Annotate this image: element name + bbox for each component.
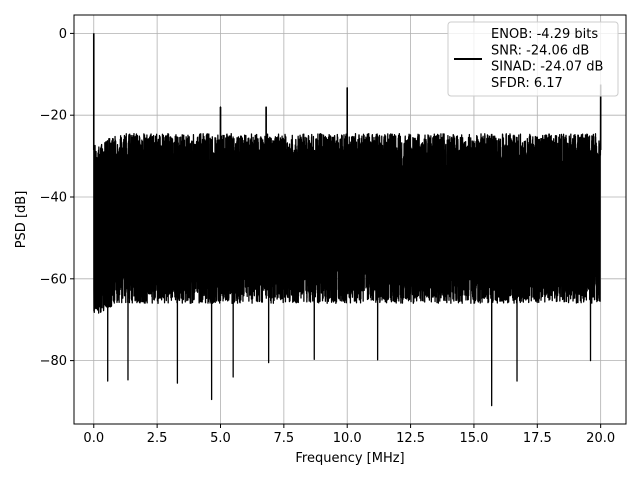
x-tick-label: 5.0 <box>210 431 231 446</box>
plot-area <box>92 33 602 407</box>
y-axis-label: PSD [dB] <box>14 191 29 249</box>
legend-sinad: SINAD: -24.07 dB <box>491 60 603 75</box>
y-tick-label: 0 <box>59 27 67 42</box>
legend: ENOB: -4.29 bits SNR: -24.06 dB SINAD: -… <box>447 21 619 97</box>
x-tick-label: 2.5 <box>147 431 168 446</box>
y-tick-label: −20 <box>40 109 67 124</box>
x-axis-label: Frequency [MHz] <box>295 451 404 466</box>
legend-snr: SNR: -24.06 dB <box>491 43 589 58</box>
x-tick-label: 7.5 <box>274 431 295 446</box>
psd-series-line <box>93 33 602 407</box>
y-tick-label: −80 <box>40 354 67 369</box>
legend-enob: ENOB: -4.29 bits <box>491 27 598 42</box>
y-tick-label: −40 <box>40 191 67 206</box>
legend-sfdr: SFDR: 6.17 <box>491 76 563 91</box>
legend-box <box>447 21 619 97</box>
x-tick-label: 0.0 <box>83 431 104 446</box>
y-tick-label: −60 <box>40 272 67 287</box>
axes-frame <box>73 14 627 425</box>
x-tick-label: 12.5 <box>396 431 425 446</box>
x-tick-label: 20.0 <box>586 431 615 446</box>
x-tick-label: 15.0 <box>459 431 488 446</box>
x-tick-label: 17.5 <box>523 431 552 446</box>
x-tick-label: 10.0 <box>333 431 362 446</box>
axis-ticks: 0.0 2.5 5.0 7.5 10.0 12.5 15.0 17.5 20.0 0 −20 −40 −… <box>40 27 616 446</box>
